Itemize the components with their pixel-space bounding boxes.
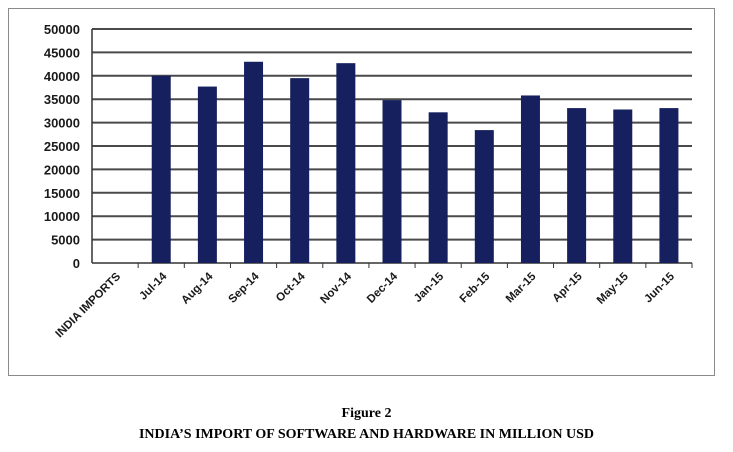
y-tick-label: 10000 bbox=[44, 209, 80, 224]
y-tick-label: 40000 bbox=[44, 69, 80, 84]
bar bbox=[428, 112, 448, 263]
y-tick-label: 25000 bbox=[44, 139, 80, 154]
bar bbox=[567, 108, 587, 263]
x-tick-label: Aug-14 bbox=[179, 270, 215, 306]
bar bbox=[244, 61, 264, 264]
bar bbox=[197, 86, 217, 264]
x-tick-label: Feb-15 bbox=[458, 270, 493, 305]
bar bbox=[659, 108, 679, 263]
bar bbox=[336, 63, 356, 263]
y-tick-label: 50000 bbox=[44, 22, 80, 37]
x-tick-label: Oct-14 bbox=[274, 270, 308, 304]
bar bbox=[520, 95, 540, 264]
x-tick-label: Nov-14 bbox=[318, 270, 354, 306]
x-tick-label: Sep-14 bbox=[227, 270, 263, 306]
y-tick-label: 0 bbox=[73, 256, 80, 271]
y-tick-label: 30000 bbox=[44, 116, 80, 131]
figure-label: Figure 2 bbox=[341, 406, 392, 421]
bar bbox=[290, 78, 310, 263]
y-tick-label: 45000 bbox=[44, 45, 80, 60]
y-tick-label: 20000 bbox=[44, 162, 80, 177]
y-tick-label: 15000 bbox=[44, 186, 80, 201]
bar bbox=[151, 75, 171, 263]
x-tick-label: Mar-15 bbox=[504, 270, 539, 305]
y-tick-label: 35000 bbox=[44, 92, 80, 107]
y-tick-label: 5000 bbox=[51, 233, 80, 248]
bar bbox=[474, 130, 494, 263]
x-tick-label: INDIA IMPORTS bbox=[54, 270, 124, 340]
x-tick-label: Dec-14 bbox=[365, 270, 401, 306]
x-tick-label: Apr-15 bbox=[550, 270, 585, 305]
bar bbox=[382, 100, 402, 263]
x-tick-label: May-15 bbox=[595, 270, 631, 306]
x-tick-label: Jul-14 bbox=[137, 270, 169, 302]
x-tick-label: Jun-15 bbox=[642, 270, 677, 305]
bar bbox=[613, 109, 633, 263]
figure-title: INDIA’S IMPORT OF SOFTWARE AND HARDWARE … bbox=[138, 427, 595, 442]
x-tick-label: Jan-15 bbox=[412, 270, 447, 305]
